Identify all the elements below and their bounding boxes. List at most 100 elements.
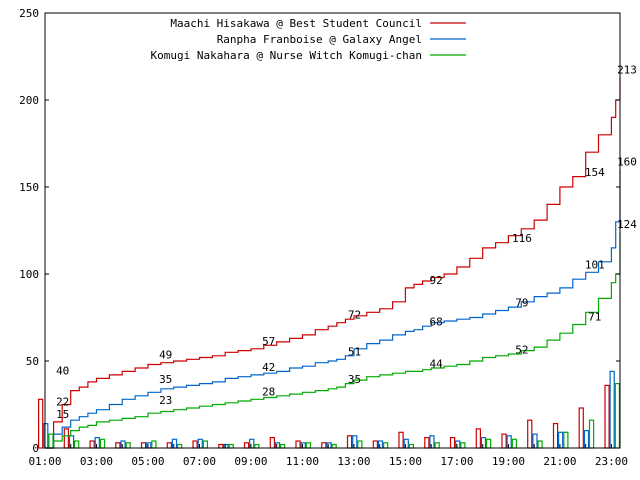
bar-1-0600 bbox=[171, 438, 178, 449]
x-axis: 01:00 03:00 05:00 07:00 09:00 11:00 13:00 15:00… bbox=[28, 444, 628, 468]
bar-1-0200 bbox=[68, 435, 75, 449]
series-line-1 bbox=[45, 169, 621, 449]
x-tick-label: 09:00 bbox=[234, 455, 267, 468]
hourly-bars bbox=[37, 370, 620, 449]
bar-1-1100 bbox=[300, 442, 306, 449]
y-tick-label: 150 bbox=[19, 181, 39, 194]
bar-0-1000 bbox=[269, 437, 275, 449]
bar-0-1500 bbox=[398, 431, 404, 449]
bar-2-2200 bbox=[588, 419, 595, 449]
bar-0-2100 bbox=[552, 423, 559, 449]
point-label: 15 bbox=[56, 408, 69, 421]
legend-label: Maachi Hisakawa @ Best Student Council bbox=[170, 17, 422, 30]
bar-2-1500 bbox=[408, 443, 414, 449]
bar-0-0100 bbox=[37, 398, 44, 449]
bar-0-1700 bbox=[449, 437, 456, 449]
legend-label: Komugi Nakahara @ Nurse Witch Komugi-cha… bbox=[150, 49, 422, 62]
x-tick-label: 01:00 bbox=[28, 455, 61, 468]
bar-0-2000 bbox=[527, 419, 533, 449]
x-tick-label: 07:00 bbox=[183, 455, 216, 468]
bar-0-0600 bbox=[166, 442, 173, 449]
bar-0-0500 bbox=[140, 442, 147, 449]
point-label: 116 bbox=[512, 232, 532, 245]
point-label: 35 bbox=[348, 373, 361, 386]
point-label: 68 bbox=[429, 316, 442, 329]
point-label: 124 bbox=[617, 218, 637, 231]
series-line-2 bbox=[45, 232, 621, 449]
bar-0-1800 bbox=[475, 428, 481, 449]
bar-2-0900 bbox=[254, 443, 260, 449]
bar-1-1200 bbox=[326, 442, 332, 449]
x-tick-label: 21:00 bbox=[543, 455, 576, 468]
point-label: 52 bbox=[515, 344, 528, 357]
bar-2-1800 bbox=[485, 438, 492, 449]
bar-0-0900 bbox=[243, 442, 250, 449]
bar-2-1900 bbox=[511, 438, 517, 449]
x-tick-label: 19:00 bbox=[492, 455, 525, 468]
point-label: 22 bbox=[56, 396, 69, 409]
bar-1-0100 bbox=[43, 423, 49, 449]
bar-1-0400 bbox=[120, 440, 126, 449]
bar-2-1700 bbox=[460, 442, 466, 449]
x-tick-label: 03:00 bbox=[80, 455, 113, 468]
point-labels: 40 49 57 72 92 116 154 213 22 35 42 51 68 79 101 160 15 2… bbox=[56, 63, 637, 421]
point-label: 79 bbox=[515, 297, 528, 310]
bar-1-2000 bbox=[532, 433, 538, 449]
y-tick-label: 0 bbox=[32, 442, 39, 455]
bar-0-1100 bbox=[295, 440, 301, 449]
bar-2-2300 bbox=[614, 383, 620, 449]
bar-1-0300 bbox=[94, 437, 100, 449]
point-label: 154 bbox=[585, 166, 605, 179]
point-label: 57 bbox=[262, 335, 275, 348]
bar-1-1000 bbox=[274, 442, 281, 449]
bar-2-0800 bbox=[228, 443, 234, 449]
bar-0-2300 bbox=[604, 384, 610, 449]
bar-2-0700 bbox=[202, 440, 209, 449]
bar-0-1600 bbox=[424, 437, 430, 449]
bar-1-1500 bbox=[403, 438, 409, 449]
bar-0-0700 bbox=[192, 440, 198, 449]
point-label: 72 bbox=[348, 309, 361, 322]
bar-2-0600 bbox=[177, 443, 183, 449]
y-tick-label: 250 bbox=[19, 7, 39, 20]
legend-label: Ranpha Franboise @ Galaxy Angel bbox=[217, 33, 422, 46]
bar-2-0400 bbox=[125, 442, 131, 449]
bar-1-0800 bbox=[223, 443, 229, 449]
bar-0-2200 bbox=[578, 407, 584, 449]
bar-1-0500 bbox=[146, 442, 152, 449]
bar-2-2000 bbox=[537, 440, 543, 449]
y-axis: 0 50 100 150 200 250 bbox=[19, 7, 620, 455]
bar-2-1300 bbox=[357, 440, 363, 449]
point-label: 92 bbox=[429, 274, 442, 287]
bar-1-1600 bbox=[429, 435, 435, 449]
x-tick-label: 23:00 bbox=[595, 455, 628, 468]
x-tick-label: 13:00 bbox=[337, 455, 370, 468]
x-tick-label: 05:00 bbox=[131, 455, 164, 468]
bar-0-1200 bbox=[321, 442, 327, 449]
x-tick-label: 15:00 bbox=[389, 455, 422, 468]
cumulative-lines bbox=[45, 77, 621, 449]
bar-1-1800 bbox=[480, 437, 487, 449]
y-tick-label: 100 bbox=[19, 268, 39, 281]
point-label: 71 bbox=[588, 311, 601, 324]
bar-2-0300 bbox=[99, 438, 106, 449]
bar-1-1300 bbox=[352, 435, 358, 449]
bar-2-0100 bbox=[48, 433, 54, 449]
bar-1-1700 bbox=[455, 440, 461, 449]
point-label: 44 bbox=[429, 357, 443, 370]
bar-0-1900 bbox=[501, 433, 507, 449]
bar-0-1400 bbox=[372, 440, 378, 449]
bar-1-0900 bbox=[249, 438, 255, 449]
bar-1-1900 bbox=[506, 435, 512, 449]
point-label: 40 bbox=[56, 364, 69, 377]
legend: Maachi Hisakawa @ Best Student Council Ra… bbox=[150, 17, 466, 62]
series-line-0 bbox=[45, 77, 621, 449]
bar-1-2300 bbox=[609, 370, 615, 449]
y-tick-label: 50 bbox=[26, 355, 39, 368]
x-tick-label: 11:00 bbox=[286, 455, 319, 468]
bar-2-0200 bbox=[73, 440, 80, 449]
bar-0-1300 bbox=[346, 435, 353, 449]
bar-0-0800 bbox=[218, 443, 224, 449]
plot-frame bbox=[44, 12, 621, 449]
